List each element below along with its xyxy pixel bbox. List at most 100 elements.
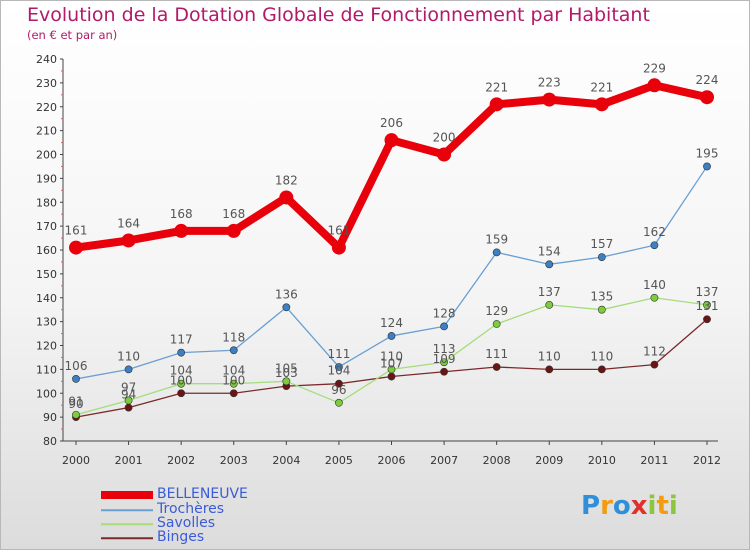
data-label: 221 <box>485 80 508 94</box>
data-point <box>121 233 136 248</box>
x-tick-label: 2008 <box>483 454 511 467</box>
data-label: 229 <box>643 61 666 75</box>
data-label: 104 <box>327 364 350 378</box>
y-tick-label: 220 <box>36 101 57 114</box>
data-point <box>703 301 711 309</box>
data-point <box>279 190 294 205</box>
y-tick-label: 210 <box>36 125 57 138</box>
series-line-trochères <box>75 165 708 380</box>
data-point <box>597 305 606 314</box>
data-label: 124 <box>380 316 403 330</box>
data-point <box>440 367 448 376</box>
data-label: 129 <box>485 304 508 318</box>
data-label: 206 <box>380 116 403 130</box>
data-label: 118 <box>222 330 245 344</box>
data-point <box>72 410 80 419</box>
y-tick-label: 240 <box>36 53 57 66</box>
chart-title: Evolution de la Dotation Globale de Fonc… <box>27 4 650 26</box>
data-point <box>229 379 238 388</box>
x-tick-label: 2004 <box>272 454 300 467</box>
logo-letter: x <box>630 491 648 521</box>
data-point <box>282 303 291 312</box>
logo-letter: i <box>647 491 657 521</box>
logo-letter: P <box>581 491 601 521</box>
data-label: 154 <box>538 244 561 258</box>
data-label: 91 <box>68 395 83 409</box>
data-label: 224 <box>696 73 719 87</box>
data-point <box>597 365 606 374</box>
data-point <box>229 346 238 355</box>
x-tick-label: 2009 <box>535 454 563 467</box>
y-tick-label: 120 <box>36 340 57 353</box>
data-point <box>384 133 399 148</box>
logo-letter: o <box>612 491 631 521</box>
legend-swatch <box>101 523 153 525</box>
logo-letter: i <box>668 491 678 521</box>
data-label: 161 <box>327 224 350 238</box>
data-point <box>69 240 83 255</box>
data-point <box>545 260 554 269</box>
data-point <box>650 293 659 302</box>
data-point <box>331 240 346 255</box>
legend-swatch <box>101 537 153 539</box>
data-label: 104 <box>222 364 245 378</box>
data-label: 107 <box>380 357 403 371</box>
data-label: 137 <box>696 285 719 299</box>
data-label: 106 <box>65 359 88 373</box>
data-label: 117 <box>170 333 193 347</box>
data-label: 100 <box>222 373 245 387</box>
data-point <box>387 332 396 340</box>
x-tick-label: 2007 <box>430 454 458 467</box>
y-tick-label: 100 <box>36 387 57 400</box>
data-point <box>124 365 133 374</box>
y-tick-label: 130 <box>36 316 57 329</box>
data-label: 157 <box>590 237 613 251</box>
data-point <box>335 398 343 407</box>
data-label: 109 <box>433 352 456 366</box>
x-tick-label: 2010 <box>588 454 616 467</box>
data-label: 113 <box>433 342 456 356</box>
data-label: 110 <box>590 349 613 363</box>
data-label: 223 <box>538 76 561 90</box>
data-point <box>124 396 133 405</box>
data-label: 104 <box>170 364 193 378</box>
legend-swatch <box>101 491 153 499</box>
data-label: 128 <box>433 306 456 320</box>
data-point <box>440 322 448 331</box>
data-label: 110 <box>380 349 403 363</box>
data-point <box>335 379 343 388</box>
data-point <box>72 375 80 383</box>
data-point <box>597 253 606 262</box>
data-label: 90 <box>68 397 83 411</box>
x-tick-label: 2012 <box>693 454 721 467</box>
y-tick-label: 150 <box>36 268 57 281</box>
x-tick-label: 2001 <box>115 454 143 467</box>
data-label: 112 <box>643 345 666 359</box>
data-label: 135 <box>590 290 613 304</box>
data-label: 161 <box>65 224 88 238</box>
logo-letter: r <box>600 491 613 521</box>
data-point <box>440 358 448 367</box>
data-label: 97 <box>121 380 136 394</box>
data-label: 137 <box>538 285 561 299</box>
data-label: 131 <box>696 299 719 313</box>
data-point <box>387 365 396 374</box>
data-point <box>492 248 501 257</box>
data-point <box>489 97 504 112</box>
data-label: 168 <box>222 207 245 221</box>
data-label: 136 <box>275 287 298 301</box>
x-tick-label: 2011 <box>640 454 668 467</box>
data-label: 111 <box>485 347 508 361</box>
data-point <box>177 348 186 357</box>
legend-label: Binges <box>157 529 205 545</box>
x-tick-label: 2005 <box>325 454 353 467</box>
chart-subtitle: (en € et par an) <box>27 28 118 42</box>
logo-letter: t <box>656 491 669 521</box>
data-label: 195 <box>696 146 719 160</box>
y-tick-label: 80 <box>43 435 57 448</box>
legend-label: Savolles <box>157 515 216 531</box>
y-tick-label: 230 <box>36 77 57 90</box>
data-point <box>492 363 501 371</box>
data-point <box>700 90 714 105</box>
x-tick-label: 2000 <box>62 454 90 467</box>
